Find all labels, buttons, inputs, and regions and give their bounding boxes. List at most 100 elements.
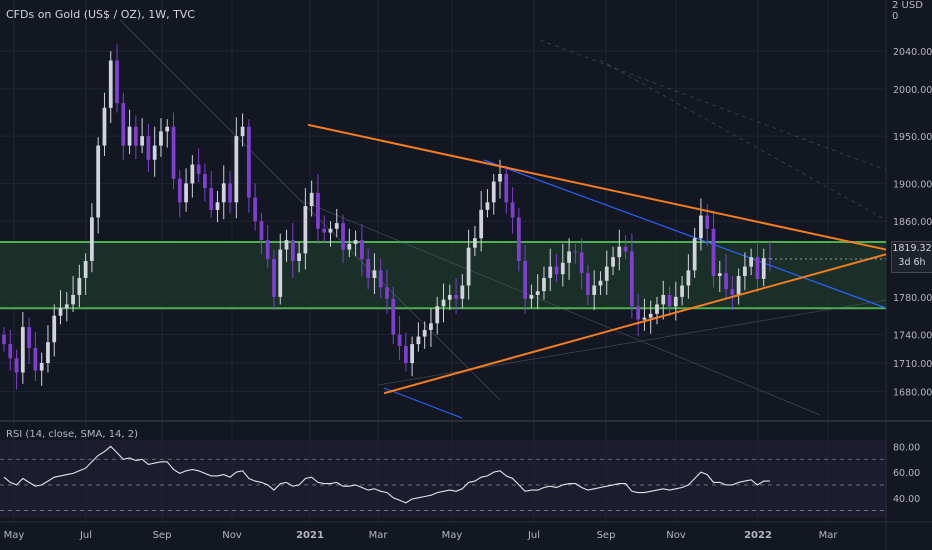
candle-body	[441, 299, 446, 307]
y-tick-label: 2040.00	[893, 47, 932, 58]
support-resistance-band	[0, 242, 886, 309]
triangle-upper-line	[307, 123, 887, 251]
y-tick-label: 1900.00	[893, 179, 932, 190]
candle-body	[39, 363, 44, 371]
candle-body	[96, 145, 101, 218]
candle-body	[611, 257, 615, 267]
candle-body	[328, 228, 333, 233]
candle-body	[146, 136, 151, 160]
candle-body	[203, 173, 207, 189]
candle-body	[272, 259, 276, 297]
candle-body	[159, 131, 163, 146]
candle-body	[347, 243, 352, 250]
candle-body	[636, 306, 641, 320]
candle-body	[115, 60, 119, 104]
candle-body	[221, 183, 226, 203]
candle-body	[711, 228, 716, 277]
candle-body	[284, 240, 289, 250]
x-tick-label: Mar	[369, 530, 389, 541]
x-tick-label: Sep	[153, 530, 172, 541]
candle-body	[629, 251, 634, 307]
currency-label[interactable]: 2 USD 0	[892, 0, 932, 22]
candle-body	[560, 262, 565, 275]
candle-body	[77, 277, 82, 295]
candle-body	[265, 240, 270, 260]
candle-body	[730, 289, 735, 295]
fib-fan-line	[599, 59, 887, 221]
candle-body	[133, 126, 138, 146]
y-tick-label: 2000.00	[893, 85, 932, 96]
candle-body	[190, 164, 195, 184]
x-tick-label: Nov	[666, 530, 686, 541]
candle-body	[473, 238, 477, 248]
triangle-lower-line	[383, 253, 887, 395]
candle-body	[648, 313, 653, 318]
candle-body	[761, 258, 766, 279]
candle-body	[322, 228, 327, 233]
candle-body	[33, 347, 38, 371]
candle-body	[692, 238, 697, 271]
candle-body	[699, 215, 703, 239]
candle-body	[309, 192, 314, 207]
rsi-line	[3, 445, 770, 504]
candle-body	[435, 306, 440, 324]
candle-body	[447, 294, 452, 300]
y-tick-label: 1780.00	[893, 293, 932, 304]
rsi-tick-label: 80.00	[893, 442, 920, 453]
candle-body	[14, 358, 19, 373]
candle-body	[184, 183, 188, 203]
candle-body	[479, 209, 484, 239]
candle-body	[228, 183, 232, 203]
candle-body	[127, 126, 132, 146]
x-tick-label: 2022	[744, 530, 772, 541]
candle-body	[27, 327, 31, 348]
x-tick-label: Sep	[597, 530, 616, 541]
x-tick-label: Mar	[819, 530, 839, 541]
candle-body	[642, 317, 647, 320]
candle-body	[623, 246, 628, 252]
candle-body	[366, 259, 371, 278]
candle-body	[171, 126, 176, 179]
candle-body	[177, 178, 182, 203]
candle-body	[378, 270, 383, 288]
candle-body	[353, 240, 358, 244]
candle-body	[554, 266, 559, 275]
candle-body	[290, 240, 295, 261]
fib-fan-line	[299, 199, 821, 416]
candle-body	[705, 215, 710, 229]
candle-body	[20, 327, 25, 373]
x-tick-label: 2021	[296, 530, 324, 541]
candle-body	[510, 202, 515, 218]
fib-fan-line	[119, 19, 501, 401]
candle-body	[316, 192, 320, 229]
candle-body	[717, 273, 722, 277]
candle-body	[466, 247, 471, 286]
candle-body	[673, 296, 678, 307]
candle-body	[64, 304, 69, 309]
candle-body	[391, 298, 396, 335]
candle-body	[246, 126, 251, 198]
candle-body	[259, 221, 264, 241]
x-tick-label: Jul	[527, 530, 540, 541]
candle-body	[71, 294, 75, 305]
candle-body	[360, 240, 364, 260]
candle-body	[152, 145, 157, 160]
candle-body	[655, 304, 659, 314]
currency-unit: 2 USD	[892, 0, 923, 11]
candle-body	[240, 126, 245, 137]
candle-body	[253, 197, 258, 222]
candles	[2, 44, 772, 390]
blue-trendline-lower	[383, 387, 463, 419]
candle-body	[165, 126, 170, 132]
candle-body	[755, 257, 760, 279]
candle-body	[529, 294, 534, 299]
candle-body	[8, 344, 13, 359]
candle-body	[491, 181, 496, 203]
candle-body	[234, 136, 239, 203]
candle-body	[598, 280, 603, 286]
rsi-tick-label: 60.00	[893, 468, 920, 479]
candle-body	[140, 136, 145, 146]
candle-body	[724, 273, 728, 290]
candle-body	[403, 345, 408, 364]
